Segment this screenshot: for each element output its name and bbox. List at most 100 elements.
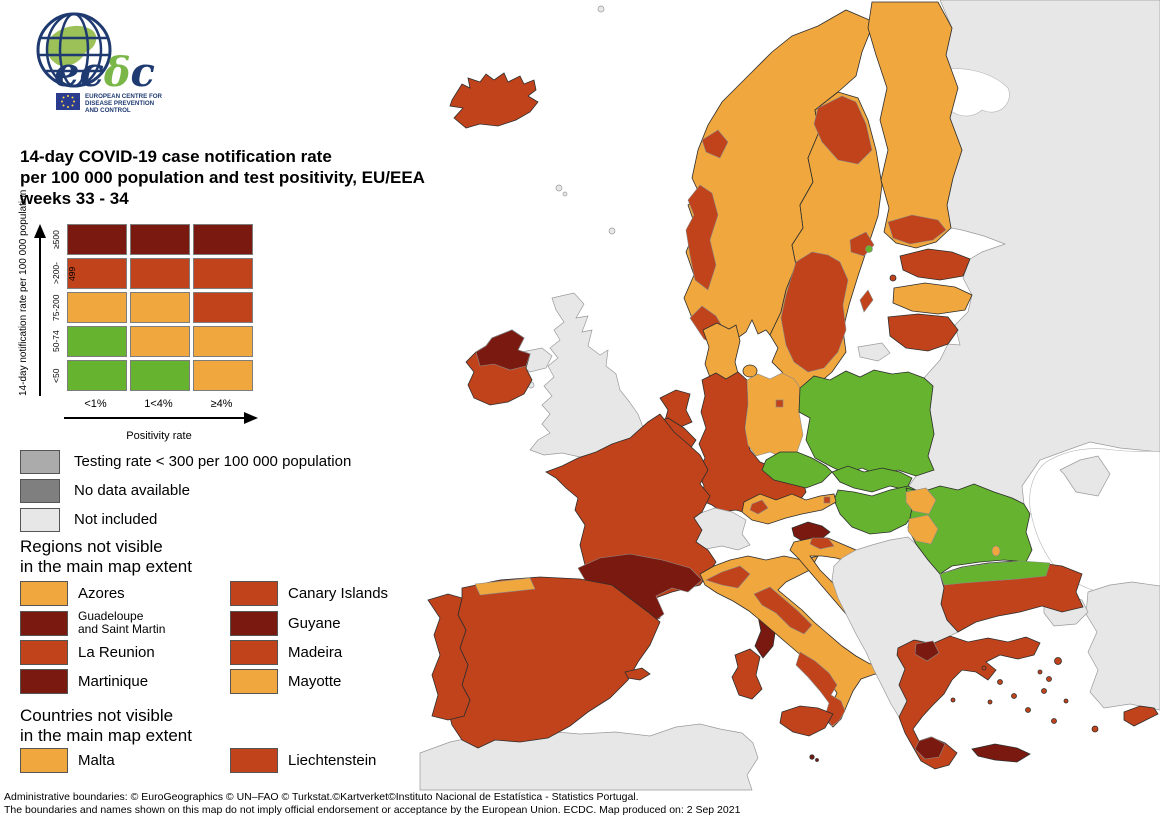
not-included-swatch	[20, 507, 60, 532]
canary-islands-swatch	[230, 581, 278, 606]
region-crimea	[1059, 455, 1111, 497]
not-included-label: Not included	[74, 511, 158, 528]
region-aland	[865, 245, 873, 253]
region-bucharest	[991, 545, 1001, 557]
testing-rate-label: Testing rate < 300 per 100 000 populatio…	[74, 453, 352, 470]
region-lithuania	[887, 313, 959, 352]
footer: Administrative boundaries: © EuroGeograp…	[0, 791, 1160, 819]
region-faroe-islands-2	[562, 191, 568, 197]
region-cyprus	[1123, 705, 1159, 727]
region-sweden-south-central	[780, 251, 849, 373]
region-kaliningrad	[857, 342, 891, 362]
region-vienna	[823, 496, 831, 504]
malta-label: Malta	[78, 752, 115, 769]
region-peloponnese	[914, 736, 946, 760]
matrix-cell	[67, 292, 127, 323]
region-asturias	[474, 577, 536, 596]
matrix-cell	[130, 292, 190, 323]
martinique-swatch	[20, 669, 68, 694]
region-jan-mayen	[597, 5, 605, 13]
liechtenstein-label: Liechtenstein	[288, 752, 377, 769]
madeira-label: Madeira	[288, 644, 343, 661]
matrix-col-label: ≥4%	[210, 398, 233, 410]
matrix-row-label: >200-499	[51, 262, 77, 285]
regions-section-heading: Regions not visible in the main map exte…	[20, 537, 192, 576]
europe-choropleth-map	[419, 0, 1160, 791]
footer-disclaimer-line: The boundaries and names shown on this m…	[4, 804, 741, 816]
region-slovakia	[831, 465, 913, 493]
countries-section-heading: Countries not visible in the main map ex…	[20, 706, 192, 745]
region-sardinia	[731, 648, 763, 700]
title-line-3: weeks 33 - 34	[20, 189, 129, 208]
liechtenstein-swatch	[230, 748, 278, 773]
region-austria	[741, 493, 837, 525]
matrix-cell	[130, 360, 190, 391]
region-shetland	[608, 227, 616, 235]
region-finland-south	[887, 214, 947, 245]
region-malta	[809, 754, 815, 760]
region-malta-gozo	[815, 758, 819, 762]
region-slovenia	[791, 521, 831, 543]
region-denmark	[702, 322, 741, 385]
regions-not-visible-list: Azores Canary Islands Guadeloupe and Sai…	[20, 581, 448, 694]
region-balearic-islands	[624, 667, 651, 681]
region-romania-northwest	[905, 487, 937, 515]
matrix-row-3: 75-200	[48, 292, 253, 323]
region-norway-trondelag	[701, 129, 729, 159]
region-united-kingdom	[529, 292, 645, 458]
legend-matrix-grid: ≥500 >200-499 75-200 50-74	[48, 224, 253, 394]
globe-icon	[36, 12, 112, 88]
region-spain	[447, 576, 661, 749]
region-iceland	[449, 72, 539, 129]
matrix-row-label: 75-200	[51, 294, 61, 321]
matrix-column-labels: <1% 1<4% ≥4%	[64, 398, 253, 410]
region-denmark-islands	[742, 364, 758, 378]
bivariate-legend: 14-day notification rate per 100 000 pop…	[18, 189, 278, 449]
region-latvia	[892, 282, 973, 315]
legend-items: Testing rate < 300 per 100 000 populatio…	[20, 449, 352, 537]
matrix-cell	[130, 258, 190, 289]
testing-rate-swatch	[20, 449, 60, 474]
logo-tagline-2: DISEASE PREVENTION	[85, 100, 155, 107]
region-greece	[896, 635, 1041, 770]
region-faroe-islands	[555, 184, 563, 192]
region-berlin	[775, 399, 784, 408]
guyane-label: Guyane	[288, 614, 341, 632]
guyane-swatch	[230, 610, 278, 636]
mayotte-swatch	[230, 669, 278, 694]
canary-islands-label: Canary Islands	[288, 585, 389, 602]
matrix-col-label: <1%	[84, 398, 107, 410]
region-norway-west-coast	[685, 184, 719, 291]
legend-y-axis-label: 14-day notification rate per 100 000 pop…	[18, 189, 29, 396]
logo-tagline-1: EUROPEAN CENTRE FOR	[85, 93, 163, 100]
region-aegean-islands	[950, 657, 1099, 733]
azores-swatch	[20, 581, 68, 606]
la-reunion-swatch	[20, 640, 68, 665]
legend-item-testing-rate: Testing rate < 300 per 100 000 populatio…	[20, 449, 352, 474]
region-croatia-zagreb	[809, 537, 835, 550]
legend-x-axis-label: Positivity rate	[126, 430, 192, 442]
footer-attribution-line: Administrative boundaries: © EuroGeograp…	[4, 791, 639, 803]
madeira-swatch	[230, 640, 278, 665]
matrix-cell	[130, 224, 190, 255]
title-line-1: 14-day COVID-19 case notification rate	[20, 147, 332, 166]
region-portugal	[427, 593, 471, 721]
guadeloupe-label: Guadeloupe and Saint Martin	[78, 609, 166, 636]
matrix-cell	[193, 292, 253, 323]
no-data-swatch	[20, 478, 60, 503]
legend-item-no-data: No data available	[20, 478, 351, 503]
logo-tagline-3: AND CONTROL	[85, 107, 131, 114]
matrix-cell	[193, 224, 253, 255]
matrix-row-2: >200-499	[48, 258, 253, 289]
matrix-cell	[193, 326, 253, 357]
region-sweden-gotland	[859, 289, 874, 313]
matrix-col-label: 1<4%	[144, 398, 173, 410]
malta-swatch	[20, 748, 68, 773]
title-line-2: per 100 000 population and test positivi…	[20, 168, 425, 187]
region-sweden-north	[813, 95, 873, 165]
eu-flag-icon	[56, 93, 80, 110]
region-sicily	[779, 705, 834, 737]
region-greece-west-macedonia	[914, 640, 940, 662]
mayotte-label: Mayotte	[288, 673, 342, 690]
region-czechia	[761, 451, 833, 489]
